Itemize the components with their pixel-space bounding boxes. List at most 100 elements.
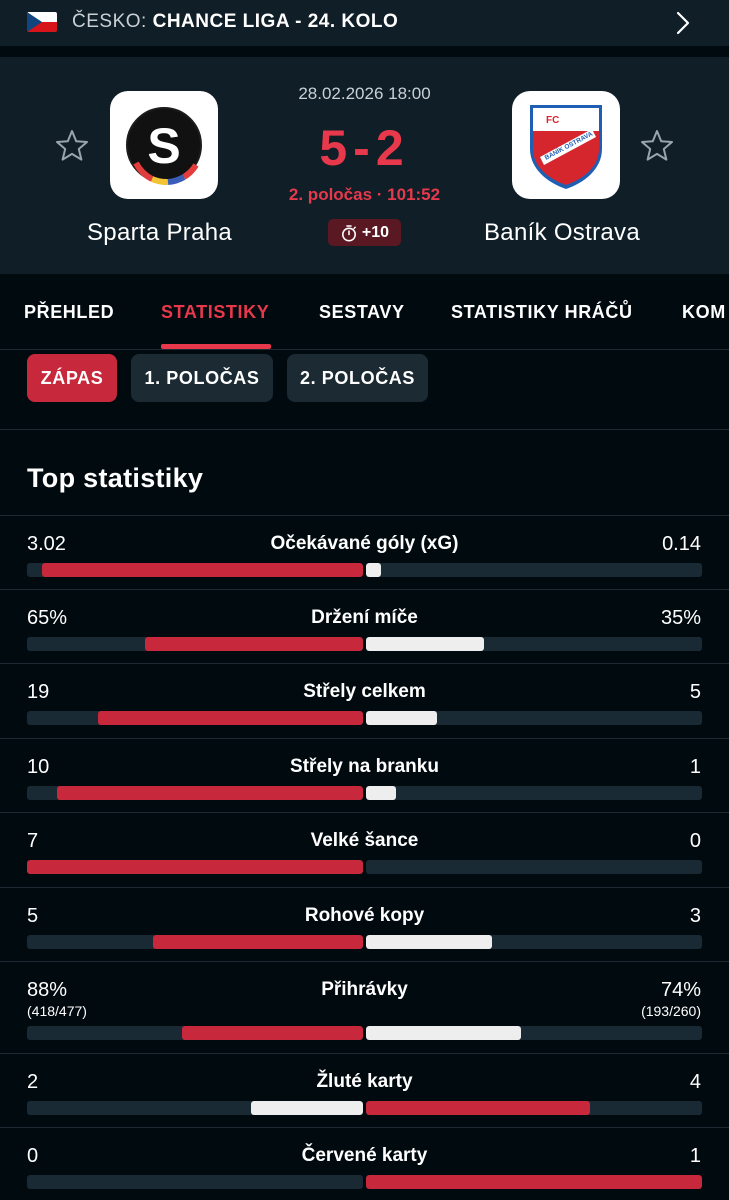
stat-row: 65% Držení míče 35% — [0, 589, 729, 663]
tab-komentar[interactable]: KOM — [682, 302, 726, 322]
stat-home-value: 5 — [27, 905, 39, 927]
country-label: ČESKO: — [72, 11, 147, 32]
stat-away-value: 0 — [689, 830, 701, 852]
away-team-logo[interactable]: FC BANÍK OSTRAVA — [512, 91, 620, 199]
stat-row: 19 Střely celkem 5 — [0, 663, 729, 737]
tab-statistiky-hracu[interactable]: STATISTIKY HRÁČŮ — [451, 302, 633, 322]
stat-away-value: 1 — [689, 1145, 701, 1167]
favorite-away-star-icon[interactable] — [639, 128, 675, 164]
sparta-crest-icon: S — [126, 107, 202, 186]
active-tab-indicator — [161, 344, 271, 349]
stat-label: Přihrávky — [321, 979, 408, 1000]
stopwatch-icon — [341, 224, 356, 241]
stat-label: Očekávané góly (xG) — [270, 533, 459, 554]
stat-away-value: 5 — [689, 681, 701, 703]
stat-home-track — [27, 935, 363, 949]
segment-2-polocas[interactable]: 2. POLOČAS — [287, 354, 428, 402]
stat-label: Střely celkem — [303, 681, 426, 702]
stat-away-track — [366, 1101, 702, 1115]
stat-away-track — [366, 1175, 702, 1189]
stat-away-value: 0.14 — [662, 533, 701, 555]
banik-crest-icon: FC BANÍK OSTRAVA — [530, 105, 602, 189]
match-tabs: PŘEHLED STATISTIKY SESTAVY STATISTIKY HR… — [0, 274, 729, 350]
stat-row: 0 Červené karty 1 — [0, 1127, 729, 1200]
stat-away-track — [366, 786, 702, 800]
stat-away-track — [366, 711, 702, 725]
stat-home-bar — [251, 1101, 363, 1115]
stat-home-track — [27, 711, 363, 725]
stat-away-bar — [366, 1101, 591, 1115]
away-team-name[interactable]: Baník Ostrava — [484, 219, 640, 246]
match-header: S 28.02.2026 18:00 5-2 2. poločas · 101:… — [0, 57, 729, 274]
tab-sestavy[interactable]: SESTAVY — [319, 302, 405, 322]
added-time-badge: +10 — [328, 219, 401, 246]
section-title: Top statistiky — [27, 463, 204, 493]
kickoff-time: 28.02.2026 18:00 — [298, 84, 431, 103]
home-team-name[interactable]: Sparta Praha — [87, 219, 233, 246]
competition-label: CHANCE LIGA - 24. KOLO — [152, 11, 399, 32]
stat-away-value: 3 — [689, 905, 701, 927]
stat-away-track — [366, 637, 702, 651]
tab-prehled[interactable]: PŘEHLED — [24, 302, 115, 322]
stat-home-value: 0 — [27, 1145, 39, 1167]
tab-statistiky[interactable]: STATISTIKY — [161, 302, 270, 322]
stat-home-bar — [144, 637, 363, 651]
stat-home-bar — [97, 711, 363, 725]
stat-away-value: 4 — [689, 1071, 701, 1093]
stat-away-bar — [366, 637, 484, 651]
home-team-logo[interactable]: S — [110, 91, 218, 199]
stat-home-track — [27, 786, 363, 800]
stat-home-bar — [57, 786, 363, 800]
stat-away-bar — [366, 711, 437, 725]
stat-home-bar — [181, 1026, 363, 1040]
stat-home-value: 10 — [27, 756, 50, 778]
stat-label: Držení míče — [311, 607, 418, 628]
stat-home-bar — [27, 860, 363, 874]
match-score: 5-2 — [319, 120, 410, 176]
stat-home-value: 7 — [27, 830, 39, 852]
competition-header[interactable]: ČESKO: CHANCE LIGA - 24. KOLO — [0, 0, 729, 46]
stat-away-bar — [366, 1175, 702, 1189]
stat-home-track — [27, 1026, 363, 1040]
stat-row: 5 Rohové kopy 3 — [0, 887, 729, 961]
stat-label: Červené karty — [301, 1145, 428, 1166]
segment-1-polocas[interactable]: 1. POLOČAS — [131, 354, 273, 402]
stat-home-value: 88% — [27, 979, 68, 1001]
stat-row: 10 Střely na branku 1 — [0, 738, 729, 812]
stat-away-track — [366, 860, 702, 874]
stat-away-value: 74% — [660, 979, 701, 1001]
match-period: 2. poločas · 101:52 — [288, 185, 441, 204]
sparta-logo-letter: S — [147, 118, 180, 174]
stat-row: 2 Žluté karty 4 — [0, 1053, 729, 1127]
stat-row: 7 Velké šance 0 — [0, 812, 729, 886]
banik-logo-fc: FC — [546, 115, 559, 126]
stat-home-value: 2 — [27, 1071, 39, 1093]
stat-away-track — [366, 1026, 702, 1040]
chevron-right-icon[interactable] — [669, 10, 695, 36]
stat-away-value: 35% — [660, 607, 701, 629]
added-time-value: +10 — [361, 223, 390, 241]
stat-label: Velké šance — [310, 830, 419, 851]
stat-away-bar — [366, 786, 397, 800]
stat-row: 3.02 Očekávané góly (xG) 0.14 — [0, 515, 729, 589]
stat-away-value: 1 — [689, 756, 701, 778]
stat-home-track — [27, 1175, 363, 1189]
stat-home-value: 19 — [27, 681, 50, 703]
stat-home-bar — [153, 935, 363, 949]
segment-zapas[interactable]: ZÁPAS — [27, 354, 117, 402]
stat-home-track — [27, 563, 363, 577]
stat-label: Střely na branku — [290, 756, 439, 777]
stat-home-subvalue: (418/477) — [27, 1003, 87, 1019]
stat-away-track — [366, 563, 702, 577]
stat-away-bar — [366, 935, 492, 949]
stat-away-bar — [366, 1026, 521, 1040]
favorite-home-star-icon[interactable] — [54, 128, 90, 164]
stat-row: 88% Přihrávky 74% (418/477) (193/260) — [0, 961, 729, 1053]
stat-home-value: 65% — [27, 607, 68, 629]
stat-away-subvalue: (193/260) — [641, 1003, 701, 1019]
stat-away-track — [366, 935, 702, 949]
czech-flag-icon — [27, 12, 57, 32]
stat-home-track — [27, 637, 363, 651]
stat-home-track — [27, 860, 363, 874]
stat-label: Rohové kopy — [304, 905, 425, 926]
